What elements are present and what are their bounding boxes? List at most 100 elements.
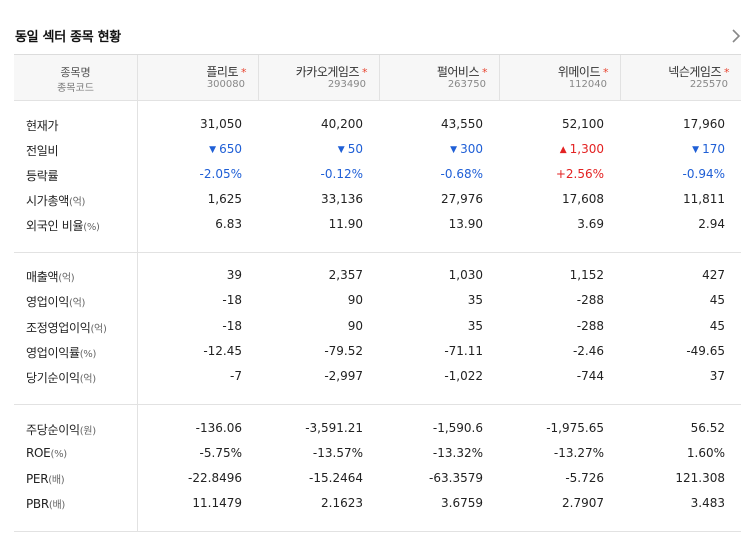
cell-value: 45 bbox=[709, 293, 725, 307]
table-cell: -22.8496 bbox=[188, 471, 242, 485]
cell-value: -0.68% bbox=[440, 167, 483, 181]
company-code: 263750 bbox=[447, 79, 486, 90]
cell-value: -3,591.21 bbox=[305, 421, 363, 435]
table-cell: 2.94 bbox=[698, 217, 725, 231]
table-cell: ▼ 650 bbox=[209, 142, 242, 156]
cell-value: 3.483 bbox=[690, 496, 725, 510]
company-name-link[interactable]: 위메이드 * bbox=[557, 63, 609, 80]
table-cell: 52,100 bbox=[562, 117, 604, 131]
row-label-text: 등락률 bbox=[26, 169, 59, 183]
table-cell: ▼ 300 bbox=[450, 142, 483, 156]
table-cell: 17,608 bbox=[562, 192, 604, 206]
table-cell: 2,357 bbox=[329, 268, 363, 282]
table-cell: -7 bbox=[230, 369, 242, 383]
row-label: 주당순이익(원) bbox=[26, 421, 96, 438]
company-name-link[interactable]: 넥슨게임즈 * bbox=[668, 63, 729, 80]
table-cell: 11.1479 bbox=[192, 496, 242, 510]
cell-value: 40,200 bbox=[321, 117, 363, 131]
table-cell: 3.6759 bbox=[441, 496, 483, 510]
company-name[interactable]: 플리토 bbox=[206, 65, 238, 79]
company-name-link[interactable]: 카카오게임즈 * bbox=[295, 63, 368, 80]
header-company-1: 플리토 * 300080 bbox=[138, 55, 258, 100]
company-code: 225570 bbox=[689, 79, 728, 90]
cell-value: -1,975.65 bbox=[546, 421, 604, 435]
cell-value: 1,300 bbox=[569, 142, 604, 156]
cell-value: 300 bbox=[460, 142, 483, 156]
cell-value: -1,590.6 bbox=[432, 421, 483, 435]
company-name[interactable]: 넥슨게임즈 bbox=[668, 65, 721, 79]
row-label: 영업이익(억) bbox=[26, 293, 85, 310]
cell-value: 11.1479 bbox=[192, 496, 242, 510]
table-cell: 13.90 bbox=[449, 217, 483, 231]
row-label: ROE(%) bbox=[26, 446, 67, 460]
company-name-link[interactable]: 플리토 * bbox=[206, 63, 246, 80]
row-unit: (억) bbox=[90, 324, 107, 335]
table-cell: 1,152 bbox=[570, 268, 604, 282]
row-label: 당기순이익(억) bbox=[26, 369, 96, 386]
table-cell: -288 bbox=[577, 293, 604, 307]
company-name[interactable]: 펄어비스 bbox=[436, 65, 480, 79]
row-label: 현재가 bbox=[26, 117, 59, 134]
column-separator bbox=[620, 55, 621, 100]
table-cell: 45 bbox=[710, 319, 725, 333]
cell-value: 27,976 bbox=[441, 192, 483, 206]
row-label: 시가총액(억) bbox=[26, 192, 85, 209]
cell-value: 31,050 bbox=[200, 117, 242, 131]
row-label: PBR(배) bbox=[26, 496, 65, 511]
section-divider bbox=[14, 252, 741, 253]
company-name[interactable]: 카카오게임즈 bbox=[295, 65, 360, 79]
star-marker: * bbox=[724, 66, 730, 79]
row-label: 매출액(억) bbox=[26, 268, 75, 285]
section-title: 동일 섹터 종목 현황 bbox=[15, 30, 121, 45]
table-cell: 39 bbox=[227, 268, 242, 282]
company-name-link[interactable]: 펄어비스 * bbox=[436, 63, 488, 80]
row-label-text: PER bbox=[26, 472, 49, 486]
table-cell: 427 bbox=[702, 268, 725, 282]
table-cell: 1.60% bbox=[687, 446, 725, 460]
cell-value: -18 bbox=[222, 319, 242, 333]
cell-value: 90 bbox=[347, 293, 363, 307]
table-cell: 31,050 bbox=[200, 117, 242, 131]
cell-value: 121.308 bbox=[675, 471, 725, 485]
cell-value: -2.46 bbox=[572, 344, 604, 358]
cell-value: -7 bbox=[230, 369, 242, 383]
cell-value: 1.60% bbox=[686, 446, 725, 460]
column-separator bbox=[379, 55, 380, 100]
company-code: 300080 bbox=[206, 79, 245, 90]
cell-value: +2.56% bbox=[555, 167, 604, 181]
table-cell: 11,811 bbox=[683, 192, 725, 206]
table-cell: -63.3579 bbox=[429, 471, 483, 485]
company-code: 293490 bbox=[327, 79, 366, 90]
table-cell: 3.483 bbox=[691, 496, 725, 510]
header-label: 종목명 종목코드 bbox=[14, 55, 137, 100]
cell-value: 17,608 bbox=[562, 192, 604, 206]
table-cell: -79.52 bbox=[324, 344, 363, 358]
table-cell: -3,591.21 bbox=[305, 421, 363, 435]
table-cell: 33,136 bbox=[321, 192, 363, 206]
table-cell: -5.726 bbox=[565, 471, 604, 485]
cell-value: 56.52 bbox=[690, 421, 725, 435]
cell-value: -63.3579 bbox=[429, 471, 483, 485]
table-cell: -1,590.6 bbox=[433, 421, 483, 435]
company-name[interactable]: 위메이드 bbox=[557, 65, 601, 79]
cell-value: -0.94% bbox=[682, 167, 725, 181]
row-label-text: ROE bbox=[26, 446, 51, 460]
cell-value: 2.94 bbox=[698, 217, 725, 231]
cell-value: 11,811 bbox=[683, 192, 725, 206]
row-unit: (%) bbox=[50, 449, 67, 460]
row-label-text: 매출액 bbox=[26, 270, 59, 284]
table-cell: +2.56% bbox=[556, 167, 604, 181]
table-cell: 40,200 bbox=[321, 117, 363, 131]
cell-value: -71.11 bbox=[444, 344, 483, 358]
table-cell: -18 bbox=[222, 319, 242, 333]
section-divider bbox=[14, 404, 741, 405]
table-cell: -13.27% bbox=[554, 446, 604, 460]
chevron-right-icon[interactable] bbox=[730, 28, 742, 44]
cell-value: 35 bbox=[467, 319, 483, 333]
row-label: 등락률 bbox=[26, 167, 59, 184]
table-cell: 56.52 bbox=[691, 421, 725, 435]
row-label: 외국인 비율(%) bbox=[26, 217, 100, 234]
column-separator bbox=[258, 55, 259, 100]
table-cell: -2.46 bbox=[573, 344, 604, 358]
table-header bbox=[14, 55, 741, 101]
